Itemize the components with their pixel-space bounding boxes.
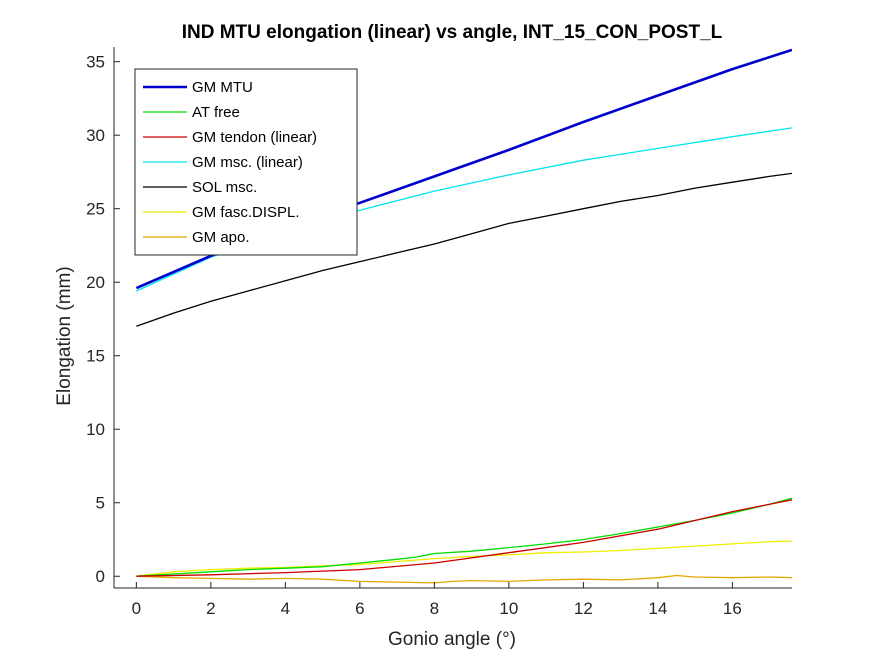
x-tick-label: 14 bbox=[648, 599, 667, 618]
y-tick-label: 0 bbox=[96, 567, 105, 586]
legend-label: GM tendon (linear) bbox=[192, 129, 317, 146]
ticks-layer: 0 2 4 6 8 10 12 14 16 0 5 10 15 20 25 30 35 bbox=[86, 53, 742, 618]
x-tick-label: 4 bbox=[281, 599, 290, 618]
x-tick-label: 10 bbox=[499, 599, 518, 618]
y-tick-label: 10 bbox=[86, 420, 105, 439]
legend-label: AT free bbox=[192, 104, 240, 121]
x-tick-label: 2 bbox=[206, 599, 215, 618]
legend-label: GM MTU bbox=[192, 79, 253, 96]
series-line-5 bbox=[136, 540, 792, 577]
chart-title: IND MTU elongation (linear) vs angle, IN… bbox=[182, 22, 723, 43]
x-tick-label: 6 bbox=[355, 599, 364, 618]
legend-label: SOL msc. bbox=[192, 179, 257, 196]
legend-label: GM apo. bbox=[192, 229, 250, 246]
y-axis-label: Elongation (mm) bbox=[54, 266, 75, 405]
y-tick-label: 15 bbox=[86, 347, 105, 366]
y-tick-label: 25 bbox=[86, 200, 105, 219]
legend-label: GM fasc.DISPL. bbox=[192, 204, 300, 221]
x-tick-label: 12 bbox=[574, 599, 593, 618]
series-line-6 bbox=[136, 574, 792, 584]
y-tick-label: 30 bbox=[86, 126, 105, 145]
series-line-4 bbox=[136, 172, 792, 327]
x-axis-label: Gonio angle (°) bbox=[388, 629, 516, 650]
x-tick-label: 16 bbox=[723, 599, 742, 618]
series-line-2 bbox=[136, 499, 792, 577]
x-tick-label: 8 bbox=[430, 599, 439, 618]
legend-label: GM msc. (linear) bbox=[192, 154, 303, 171]
x-tick-label: 0 bbox=[132, 599, 141, 618]
y-tick-label: 35 bbox=[86, 53, 105, 72]
y-tick-label: 5 bbox=[96, 494, 105, 513]
axes-layer bbox=[113, 47, 792, 589]
y-tick-label: 20 bbox=[86, 273, 105, 292]
legend: GM MTU AT free GM tendon (linear) GM msc. (… bbox=[134, 68, 358, 256]
